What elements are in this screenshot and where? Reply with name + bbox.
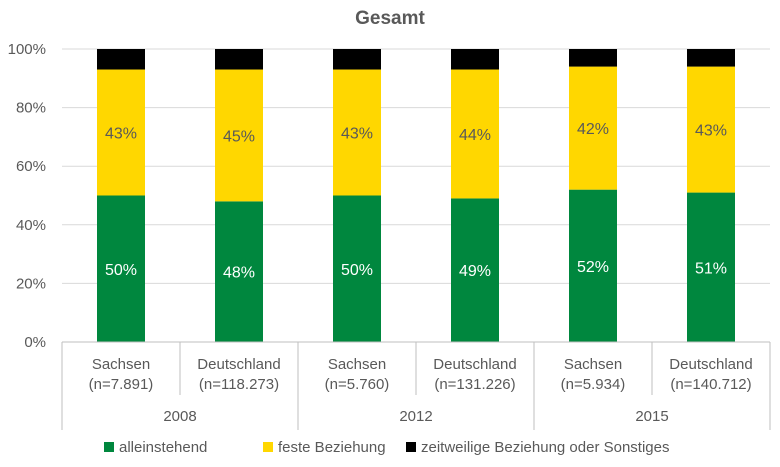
category-label: Deutschland bbox=[197, 356, 280, 373]
bar-segment-alleinstehend bbox=[687, 192, 735, 342]
data-label: 43% bbox=[341, 126, 373, 143]
y-tick-label: 60% bbox=[16, 158, 46, 175]
chart-title: Gesamt bbox=[355, 8, 425, 29]
bar-segment-alleinstehend bbox=[333, 195, 381, 342]
category-label: Deutschland bbox=[669, 356, 752, 373]
bar-segment-feste-beziehung bbox=[97, 69, 145, 196]
y-tick-label: 20% bbox=[16, 275, 46, 292]
category-label: Sachsen bbox=[328, 356, 386, 373]
bar-segment-alleinstehend bbox=[97, 195, 145, 342]
y-tick-label: 100% bbox=[8, 41, 46, 58]
bar-segment-feste-beziehung bbox=[215, 69, 263, 202]
y-tick-label: 0% bbox=[24, 334, 46, 351]
bar-segment-zeitweilige-beziehung-oder-sonstiges bbox=[215, 49, 263, 70]
group-label: 2008 bbox=[163, 408, 196, 425]
bar-segment-feste-beziehung bbox=[333, 69, 381, 196]
category-n-label: (n=131.226) bbox=[434, 376, 515, 393]
data-label: 52% bbox=[577, 259, 609, 276]
bar-segment-zeitweilige-beziehung-oder-sonstiges bbox=[333, 49, 381, 70]
data-label: 43% bbox=[695, 123, 727, 140]
bar-segment-zeitweilige-beziehung-oder-sonstiges bbox=[451, 49, 499, 70]
bar-segment-alleinstehend bbox=[451, 198, 499, 342]
legend-swatch bbox=[104, 442, 114, 452]
y-tick-label: 80% bbox=[16, 100, 46, 117]
bar-segment-feste-beziehung bbox=[451, 69, 499, 199]
data-label: 50% bbox=[105, 262, 137, 279]
category-label: Sachsen bbox=[92, 356, 150, 373]
category-n-label: (n=7.891) bbox=[89, 376, 154, 393]
data-label: 51% bbox=[695, 260, 727, 277]
data-label: 45% bbox=[223, 128, 255, 145]
bar-segment-zeitweilige-beziehung-oder-sonstiges bbox=[687, 49, 735, 67]
category-n-label: (n=118.273) bbox=[199, 376, 279, 393]
bar-segment-alleinstehend bbox=[569, 189, 617, 342]
category-label: Sachsen bbox=[564, 356, 622, 373]
data-label: 43% bbox=[105, 126, 137, 143]
group-label: 2012 bbox=[399, 408, 432, 425]
bar-segment-alleinstehend bbox=[215, 201, 263, 342]
y-tick-label: 40% bbox=[16, 217, 46, 234]
category-n-label: (n=140.712) bbox=[670, 376, 751, 393]
category-n-label: (n=5.934) bbox=[561, 376, 626, 393]
group-label: 2015 bbox=[635, 408, 668, 425]
bar-segment-feste-beziehung bbox=[687, 66, 735, 193]
data-label: 49% bbox=[459, 263, 491, 280]
legend-swatch bbox=[406, 442, 416, 452]
legend-label: zeitweilige Beziehung oder Sonstiges bbox=[421, 439, 670, 456]
category-n-label: (n=5.760) bbox=[325, 376, 390, 393]
data-label: 50% bbox=[341, 262, 373, 279]
data-label: 44% bbox=[459, 127, 491, 144]
bar-segment-feste-beziehung bbox=[569, 66, 617, 190]
category-label: Deutschland bbox=[433, 356, 516, 373]
legend-label: feste Beziehung bbox=[278, 439, 386, 456]
bar-segment-zeitweilige-beziehung-oder-sonstiges bbox=[569, 49, 617, 67]
legend-swatch bbox=[263, 442, 273, 452]
legend-label: alleinstehend bbox=[119, 439, 207, 456]
data-label: 48% bbox=[223, 265, 255, 282]
data-label: 42% bbox=[577, 121, 609, 138]
bar-segment-zeitweilige-beziehung-oder-sonstiges bbox=[97, 49, 145, 70]
